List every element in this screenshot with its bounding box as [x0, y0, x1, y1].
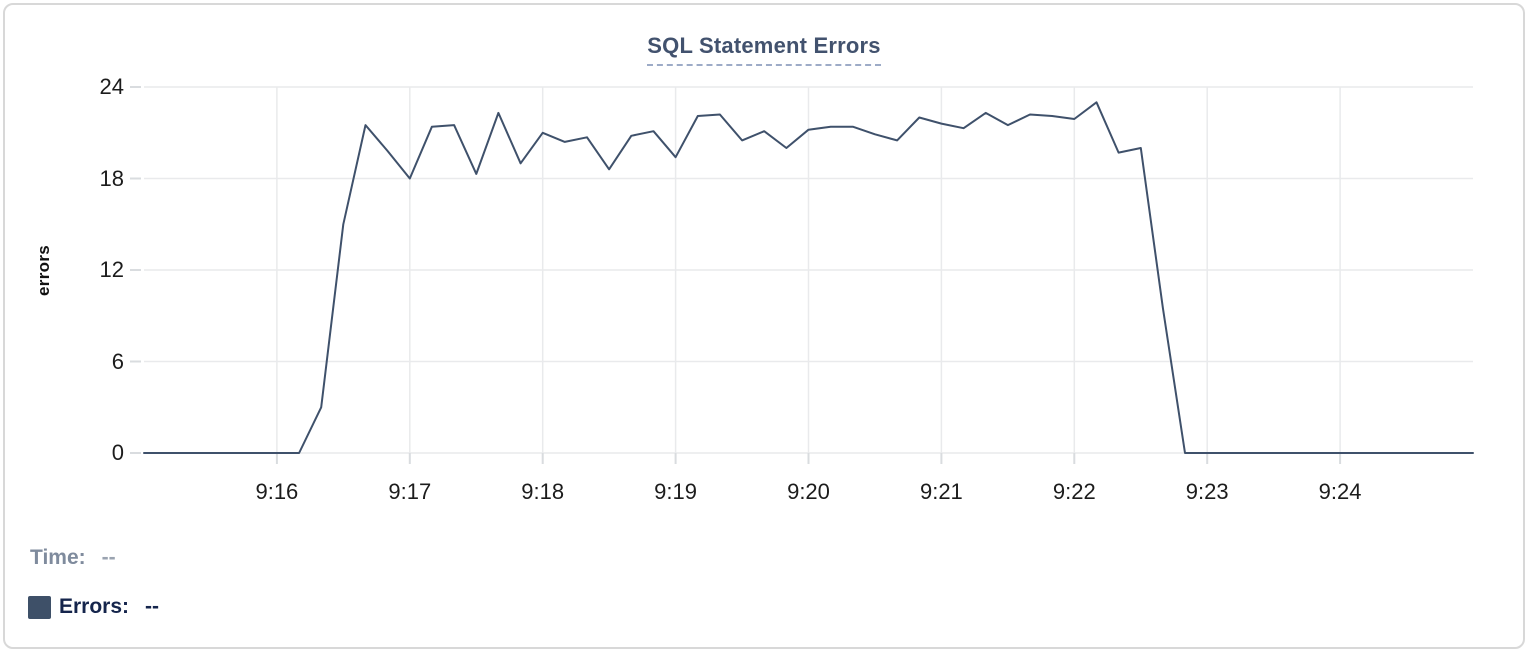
- chart-card: SQL Statement Errors errors 0 6 12 18 24 9:1…: [3, 3, 1525, 649]
- x-tick-label: 9:18: [521, 479, 565, 504]
- x-tick-label: 9:24: [1318, 479, 1362, 504]
- y-tick-label: 24: [99, 74, 124, 99]
- errors-line: [143, 101, 1474, 454]
- x-tick-label: 9:21: [919, 479, 963, 504]
- time-value: --: [101, 546, 116, 569]
- x-tick-label: 9:19: [654, 479, 697, 504]
- y-tick-label: 6: [111, 348, 124, 374]
- chart-canvas[interactable]: [130, 86, 1474, 464]
- plot-area[interactable]: [130, 86, 1474, 464]
- time-readout-row: Time: --: [28, 545, 159, 571]
- chart-title[interactable]: SQL Statement Errors: [647, 33, 881, 66]
- time-label: Time:: [30, 546, 86, 569]
- y-tick-label: 12: [99, 257, 124, 282]
- x-tick-label: 9:23: [1185, 479, 1229, 504]
- errors-label: Errors:: [59, 595, 130, 618]
- y-tick-labels: 0 6 12 18 24: [5, 74, 124, 465]
- errors-value: --: [145, 595, 160, 618]
- errors-readout-row: Errors: --: [28, 594, 159, 620]
- x-tick-label: 9:22: [1052, 479, 1096, 504]
- hover-readout: Time: -- Errors: --: [28, 545, 159, 643]
- x-tick-labels: 9:16 9:17 9:18 9:19 9:20 9:21 9:22 9:23 9:24: [144, 478, 1473, 506]
- title-row: SQL Statement Errors: [5, 33, 1523, 66]
- x-tick-label: 9:20: [787, 479, 830, 504]
- x-tick-label: 9:16: [255, 479, 299, 504]
- errors-legend-swatch: [28, 595, 51, 619]
- x-tick-label: 9:17: [388, 479, 432, 504]
- y-tick-label: 18: [99, 165, 124, 191]
- y-tick-label: 0: [111, 440, 124, 465]
